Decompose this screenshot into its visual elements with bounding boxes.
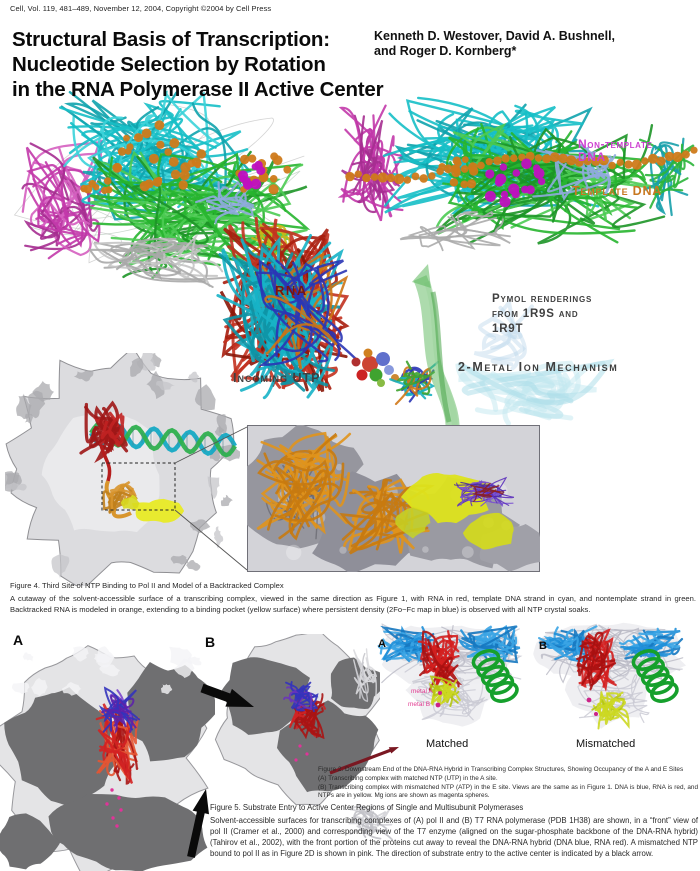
panel-letter-a-right: A [378, 638, 386, 650]
authors: Kenneth D. Westover, David A. Bushnell, … [374, 29, 615, 59]
figure4-caption-heading: Figure 4. Third Site of NTP Binding to P… [10, 581, 284, 590]
label-non-template-dna-line2: DNA [578, 150, 606, 164]
authors-line1: Kenneth D. Westover, David A. Bushnell, [374, 29, 616, 43]
binding-pocket-inset-figure [247, 425, 540, 572]
figure4-caption-body: A cutaway of the solvent-accessible surf… [10, 594, 696, 614]
label-two-metal-ion-mechanism: 2-Metal Ion Mechanism [458, 360, 619, 374]
figure4-caption: Figure 4. Third Site of NTP Binding to P… [10, 581, 696, 616]
figure5-caption-heading: Figure 5. Substrate Entry to Active Cent… [210, 803, 524, 812]
label-mismatched: Mismatched [576, 738, 636, 750]
label-pymol-line1: Pymol renderings [492, 293, 593, 305]
pol-ii-structure-right-figure [338, 96, 698, 252]
label-rna: RNA [275, 283, 308, 298]
figure2-panel-a-matched [377, 623, 523, 727]
figure2-panel-b-mismatched [533, 622, 687, 730]
figure2-caption-line-b: (B) Transcribing complex with mismatched… [318, 784, 698, 799]
figure2-caption: Figure 2. Downstream End of the DNA-RNA … [318, 766, 698, 800]
figure5-caption-body: Solvent-accessible surfaces for transcri… [210, 816, 698, 858]
article-title-line1: Structural Basis of Transcription: [12, 28, 330, 51]
journal-header: Cell, Vol. 119, 481–489, November 12, 20… [10, 4, 272, 13]
label-template-dna: Template DNA [572, 184, 663, 198]
label-pymol-line2: from 1R9S and [492, 308, 579, 320]
panel-letter-b-right: B [539, 640, 547, 652]
label-pymol-line3: 1R9T [492, 323, 524, 335]
article-title: Structural Basis of Transcription: Nucle… [12, 27, 384, 102]
article-title-line2: Nucleotide Selection by Rotation [12, 53, 326, 76]
label-metal-b: metal B [408, 701, 431, 708]
label-matched: Matched [426, 738, 469, 750]
panel-letter-a-left: A [13, 632, 24, 648]
figure2-caption-heading: Figure 2. Downstream End of the DNA-RNA … [318, 766, 684, 773]
label-non-template-dna-line1: Non-template [578, 137, 653, 151]
label-non-template-dna: Non-template DNA [578, 138, 652, 164]
figure5-panel-a-surface [0, 645, 215, 871]
panel-letter-b-left: B [205, 634, 216, 650]
pol-ii-structure-left-figure [13, 90, 311, 288]
article-title-line3: in the RNA Polymerase II Active Center [12, 78, 384, 101]
dna-rna-hybrid-figure [216, 216, 615, 444]
label-metal-a: metal A [411, 688, 433, 695]
figure5-caption: Figure 5. Substrate Entry to Active Cent… [210, 803, 698, 859]
label-incoming-utp: Incoming UTP [233, 371, 321, 385]
label-pymol-renderings: Pymol renderings from 1R9S and 1R9T [492, 292, 592, 337]
figure2-caption-line-a: (A) Transcribing complex with matched NT… [318, 775, 498, 782]
authors-line2: and Roger D. Kornberg* [374, 44, 517, 58]
cutaway-surface-figure [5, 353, 240, 586]
